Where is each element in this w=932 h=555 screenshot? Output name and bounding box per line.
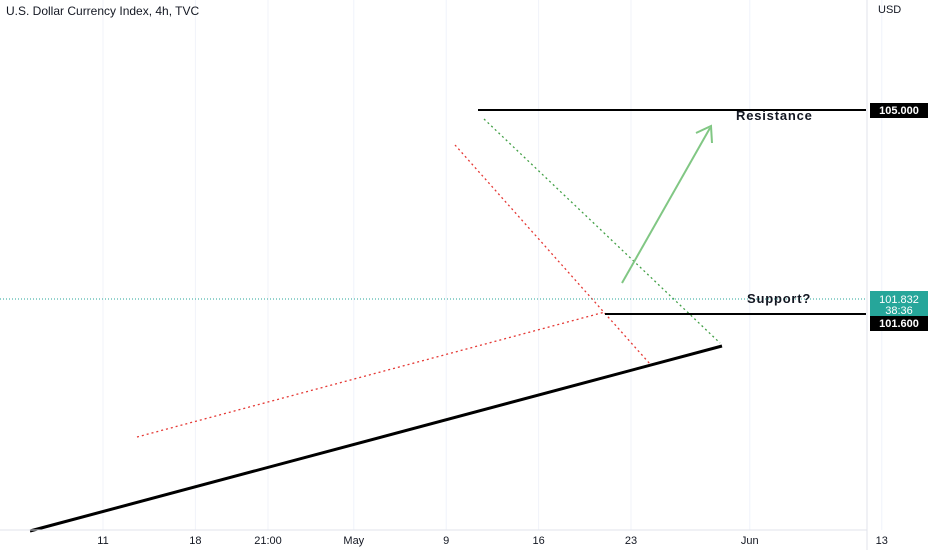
- grid: [102, 0, 883, 530]
- axis-price-labels: 105.000 101.832 38:36 101.600: [870, 103, 928, 331]
- time-tick-label: May: [343, 535, 364, 547]
- bullish-arrow[interactable]: [621, 127, 711, 284]
- support-price-tag: [870, 316, 928, 331]
- trend-drawings: [29, 118, 723, 533]
- current-price-tag: [870, 291, 928, 317]
- support-price-text: 101.600: [879, 318, 919, 330]
- ascending-support-trendline[interactable]: [29, 344, 723, 533]
- time-tick-label: 18: [189, 535, 201, 547]
- resistance-price-tag: [870, 103, 928, 118]
- time-axis[interactable]: 11 18 21:00 May 9 16 23 Jun 13: [97, 535, 888, 547]
- channel-upper-line[interactable]: [483, 118, 721, 344]
- time-tick-label: 9: [443, 535, 449, 547]
- chart-title: U.S. Dollar Currency Index, 4h, TVC: [6, 4, 200, 18]
- dotted-support-line[interactable]: [136, 311, 606, 438]
- level-drawings: Resistance Support?: [0, 108, 866, 315]
- bar-countdown-text: 38:36: [885, 305, 913, 317]
- current-price-text: 101.832: [879, 294, 919, 306]
- time-tick-label: 21:00: [254, 535, 282, 547]
- time-tick-label: 11: [97, 535, 108, 547]
- arrow-head-icon: [695, 124, 713, 144]
- resistance-price-text: 105.000: [879, 105, 919, 117]
- time-tick-label: Jun: [741, 535, 759, 547]
- currency-label: USD: [878, 4, 901, 16]
- time-tick-label: 23: [625, 535, 637, 547]
- time-tick-label: 13: [876, 535, 888, 547]
- channel-lower-line[interactable]: [454, 144, 651, 365]
- support-text: Support?: [747, 291, 811, 306]
- time-tick-label: 16: [532, 535, 544, 547]
- resistance-text: Resistance: [736, 108, 813, 123]
- price-axis[interactable]: USD 98.00098.50099.00099.500100.000100.5…: [0, 0, 918, 550]
